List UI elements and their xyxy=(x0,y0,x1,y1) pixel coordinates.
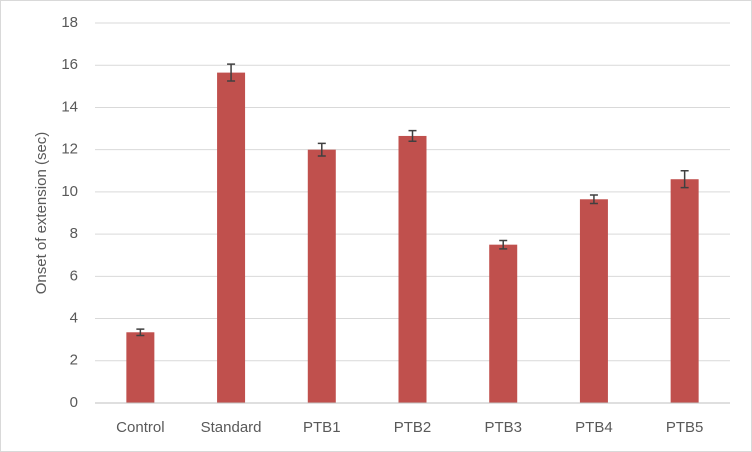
error-bar xyxy=(227,63,236,82)
bar xyxy=(579,199,608,403)
error-bar xyxy=(317,142,326,157)
y-tick-label: 12 xyxy=(61,141,78,158)
x-tick-label: PTB5 xyxy=(666,419,704,436)
y-tick-label: 6 xyxy=(70,267,78,284)
y-axis-label: Onset of extension (sec) xyxy=(33,132,50,295)
x-tick-label: Standard xyxy=(201,419,262,436)
y-tick-label: 4 xyxy=(70,310,78,327)
error-bar xyxy=(408,129,417,142)
x-tick-label: PTB3 xyxy=(484,419,522,436)
y-tick-label: 16 xyxy=(61,56,78,73)
x-tick-label: PTB2 xyxy=(394,419,432,436)
bar xyxy=(126,332,155,403)
y-tick-label: 18 xyxy=(61,14,78,31)
error-bar xyxy=(136,328,145,337)
y-tick-label: 8 xyxy=(70,225,78,242)
error-bar xyxy=(680,170,689,189)
bar xyxy=(307,149,336,403)
bar xyxy=(670,179,699,403)
x-tick-label: PTB4 xyxy=(575,419,613,436)
error-bar xyxy=(499,239,508,250)
x-tick-label: PTB1 xyxy=(303,419,341,436)
y-tick-label: 14 xyxy=(61,98,78,115)
bar xyxy=(217,72,246,403)
y-tick-label: 0 xyxy=(70,394,78,411)
x-tick-label: Control xyxy=(116,419,164,436)
bar xyxy=(489,244,518,403)
y-tick-label: 2 xyxy=(70,352,78,369)
y-tick-label: 10 xyxy=(61,183,78,200)
bar xyxy=(398,135,427,403)
error-bar xyxy=(589,194,598,205)
